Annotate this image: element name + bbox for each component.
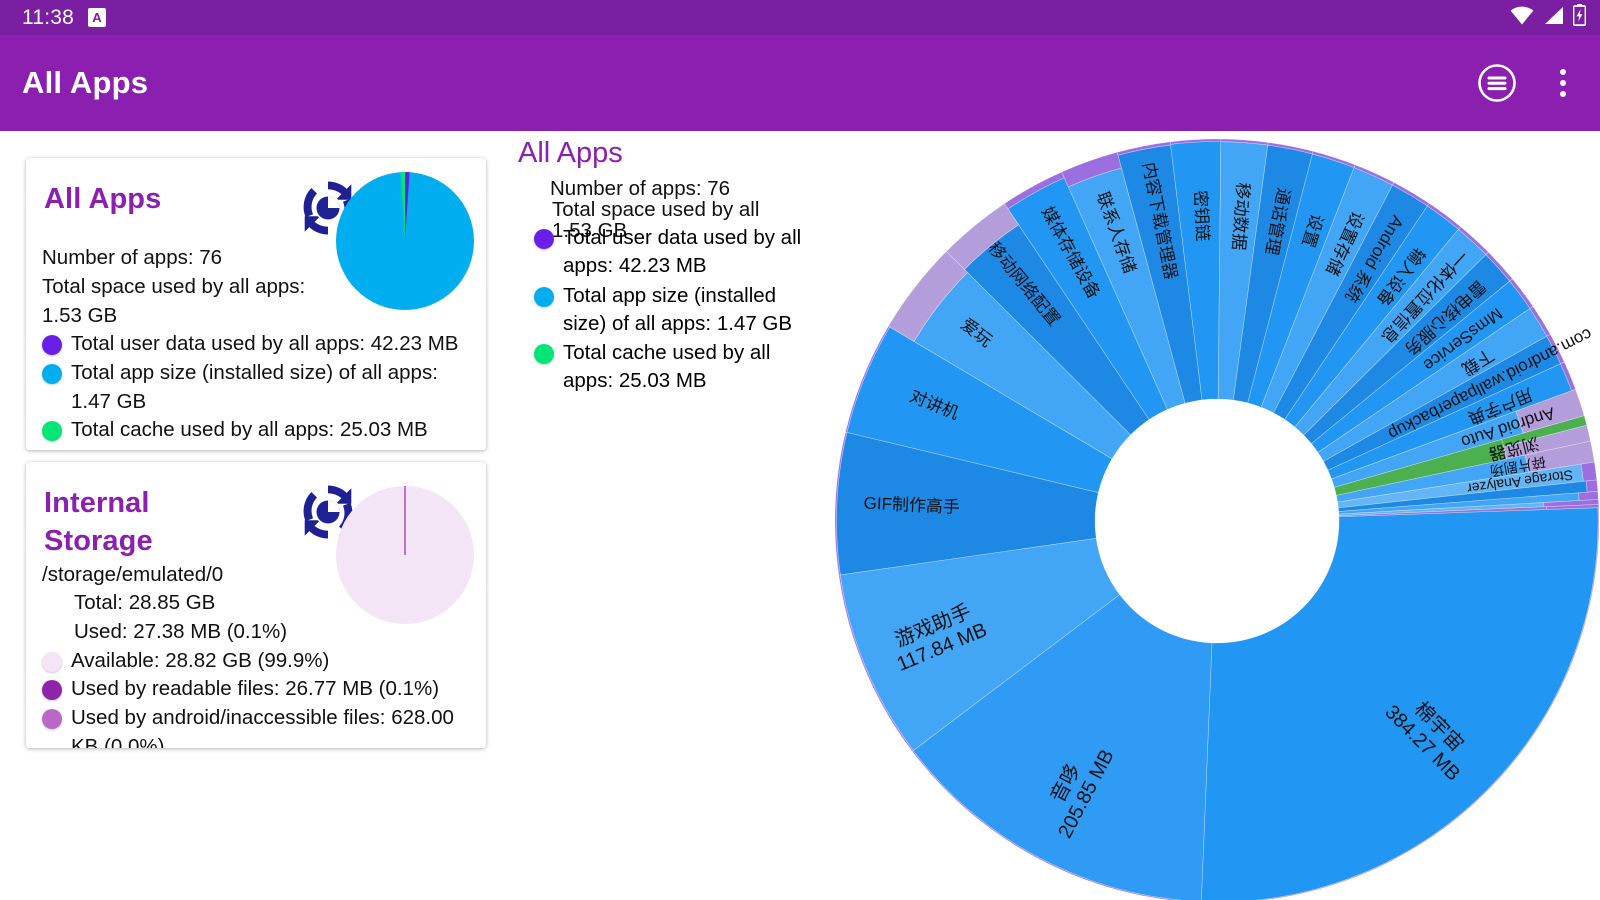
legend-label-available: Available: 28.82 GB (99.9%) bbox=[71, 648, 330, 672]
battery-charging-icon bbox=[1572, 4, 1587, 31]
overlay-total-space-value: 1.53 GB bbox=[552, 219, 628, 242]
sunburst-slice-label: 移动数据 bbox=[1228, 182, 1252, 251]
apps-count-line: Number of apps: 76 bbox=[42, 246, 223, 270]
app-bar: All Apps bbox=[0, 35, 1600, 131]
sunburst-slice[interactable] bbox=[887, 250, 1132, 460]
overlay-legend: Total user data used by all apps: 42.23 … bbox=[530, 224, 820, 397]
sunburst-slice-label: 密钥链 bbox=[1190, 190, 1212, 242]
legend-item-android-files: Used by android/inaccessible files: 628.… bbox=[38, 704, 472, 748]
overlay-title: All Apps bbox=[518, 137, 623, 169]
legend-item-available: Available: 28.82 GB (99.9%) bbox=[38, 647, 472, 676]
sunburst-slice[interactable] bbox=[945, 203, 1150, 436]
legend-dot-app-size bbox=[42, 364, 62, 385]
overflow-menu-icon[interactable] bbox=[1548, 65, 1578, 101]
legend-item-app-size: Total app size (installed size) of all a… bbox=[38, 359, 472, 416]
legend-item-user-data: Total user data used by all apps: 42.23 … bbox=[38, 330, 472, 359]
sunburst-slice[interactable] bbox=[1338, 504, 1600, 518]
legend-label-readable-files: Used by readable files: 26.77 MB (0.1%) bbox=[71, 677, 440, 701]
overlay-legend-dot-app-size bbox=[534, 286, 554, 307]
cell-signal-icon bbox=[1543, 6, 1564, 30]
status-bar: 11:38 A bbox=[0, 0, 1600, 35]
legend-label-android-files: Used by android/inaccessible files: 628.… bbox=[71, 705, 454, 748]
legend-item-cache: Total cache used by all apps: 25.03 MB bbox=[38, 416, 472, 445]
wifi-icon bbox=[1510, 6, 1534, 30]
card-internal-storage[interactable]: Internal Storage bbox=[26, 462, 486, 748]
card-internal-storage-body: /storage/emulated/0 Total: 28.85 GB Used… bbox=[26, 557, 486, 748]
legend-dot-user-data bbox=[42, 335, 62, 356]
legend-label-user-data: Total user data used by all apps: 42.23 … bbox=[71, 332, 459, 356]
status-time: 11:38 bbox=[22, 5, 74, 29]
overlay-legend-item-app-size: Total app size (installed size) of all a… bbox=[530, 282, 820, 339]
overlay-legend-label-user-data: Total user data used by all apps: 42.23 … bbox=[563, 226, 802, 278]
page-title: All Apps bbox=[22, 65, 149, 100]
legend-label-cache: Total cache used by all apps: 25.03 MB bbox=[71, 418, 428, 442]
card-internal-storage-header: Internal Storage bbox=[26, 462, 486, 624]
card-all-apps-header: All Apps bbox=[26, 158, 486, 310]
notification-app-icon: A bbox=[88, 8, 106, 27]
overlay-legend-label-app-size: Total app size (installed size) of all a… bbox=[563, 283, 793, 335]
card-all-apps-body: Number of apps: 76 Total space used by a… bbox=[26, 240, 486, 445]
legend-dot-readable-files bbox=[42, 680, 62, 701]
apps-total-space-line: Total space used by all apps: bbox=[42, 274, 306, 298]
sunburst-center-hole[interactable] bbox=[1095, 399, 1339, 643]
app-bar-actions bbox=[1476, 62, 1578, 104]
overlay-legend-item-cache: Total cache used by all apps: 25.03 MB bbox=[530, 339, 820, 396]
legend-dot-android-files bbox=[42, 708, 62, 729]
card-all-apps-pie bbox=[334, 170, 476, 317]
sunburst-slice[interactable] bbox=[845, 325, 1113, 493]
storage-path: /storage/emulated/0 bbox=[42, 562, 224, 586]
legend-label-app-size: Total app size (installed size) of all a… bbox=[71, 361, 438, 413]
status-bar-left: 11:38 A bbox=[22, 6, 106, 30]
storage-total-line: Total: 28.85 GB bbox=[74, 591, 216, 615]
overlay-legend-label-cache: Total cache used by all apps: 25.03 MB bbox=[563, 341, 771, 393]
legend-item-readable-files: Used by readable files: 26.77 MB (0.1%) bbox=[38, 675, 472, 704]
overlay-legend-item-user-data: Total user data used by all apps: 42.23 … bbox=[530, 224, 820, 281]
status-bar-right bbox=[1510, 4, 1587, 31]
chart-summary-overlay: All Apps Number of apps: 76 Total space … bbox=[518, 136, 818, 392]
overlay-legend-dot-cache bbox=[534, 344, 554, 365]
card-internal-storage-pie bbox=[334, 484, 476, 631]
overlay-total-space: Total space used by all bbox=[552, 198, 760, 221]
overlay-apps-count: Number of apps: 76 bbox=[550, 177, 731, 200]
legend-dot-available bbox=[42, 651, 62, 672]
card-all-apps[interactable]: All Apps bbox=[26, 158, 486, 450]
sunburst-slice-label: GIF制作高手 bbox=[863, 494, 960, 517]
overlay-legend-dot-user-data bbox=[534, 229, 554, 249]
apps-total-space-value: 1.53 GB bbox=[42, 303, 118, 327]
list-view-icon[interactable] bbox=[1476, 62, 1518, 104]
storage-used-line: Used: 27.38 MB (0.1%) bbox=[74, 619, 288, 643]
card-internal-storage-title: Internal Storage bbox=[44, 487, 153, 558]
legend-dot-cache bbox=[42, 421, 62, 442]
card-all-apps-title: All Apps bbox=[44, 183, 162, 215]
